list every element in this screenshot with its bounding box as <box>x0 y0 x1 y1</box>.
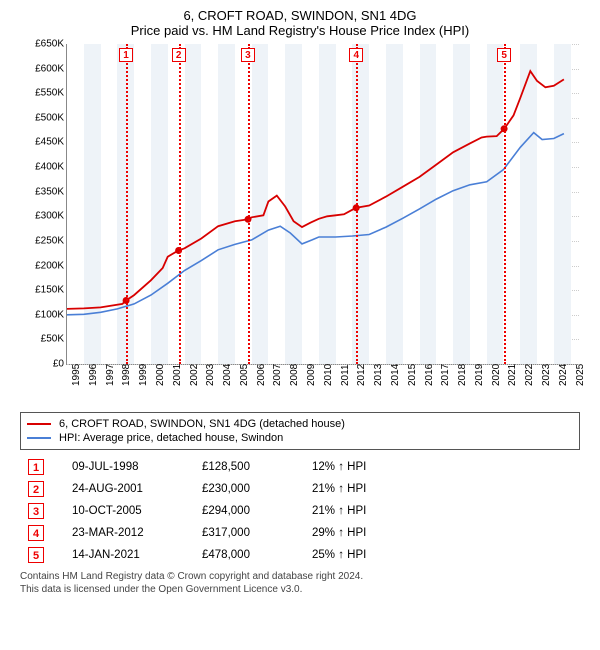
sales-row: 1 09-JUL-1998£128,50012% ↑ HPI <box>20 456 580 478</box>
y-tick-label: £350K <box>35 186 64 197</box>
x-tick-label: 1995 <box>71 364 82 386</box>
y-tick-label: £0 <box>53 359 64 370</box>
sales-row-date: 24-AUG-2001 <box>72 483 202 495</box>
sales-row-date: 14-JAN-2021 <box>72 549 202 561</box>
chart-lines-svg <box>67 44 579 364</box>
x-tick-label: 1999 <box>138 364 149 386</box>
x-tick-label: 2016 <box>424 364 435 386</box>
sale-marker-line <box>126 44 128 364</box>
footer-line1: Contains HM Land Registry data © Crown c… <box>20 570 580 583</box>
sales-row-date: 10-OCT-2005 <box>72 505 202 517</box>
x-tick-label: 2024 <box>558 364 569 386</box>
x-tick-label: 2006 <box>256 364 267 386</box>
y-tick-label: £500K <box>35 112 64 123</box>
legend-swatch-subject <box>27 423 51 425</box>
sale-marker-box: 5 <box>497 48 511 62</box>
legend-label-hpi: HPI: Average price, detached house, Swin… <box>59 432 283 444</box>
x-tick-label: 2002 <box>189 364 200 386</box>
sale-marker-line <box>504 44 506 364</box>
sales-row-marker: 3 <box>28 503 44 519</box>
sale-marker-box: 2 <box>172 48 186 62</box>
sales-row: 5 14-JAN-2021£478,00025% ↑ HPI <box>20 544 580 566</box>
x-tick-label: 2007 <box>272 364 283 386</box>
x-tick-label: 2001 <box>172 364 183 386</box>
x-tick-label: 2009 <box>306 364 317 386</box>
y-tick-label: £250K <box>35 235 64 246</box>
x-tick-label: 2021 <box>507 364 518 386</box>
x-tick-label: 2004 <box>222 364 233 386</box>
sale-marker-line <box>179 44 181 364</box>
x-tick-label: 2023 <box>541 364 552 386</box>
sales-row-date: 23-MAR-2012 <box>72 527 202 539</box>
y-tick-label: £450K <box>35 137 64 148</box>
y-tick-label: £400K <box>35 162 64 173</box>
sales-row-marker: 2 <box>28 481 44 497</box>
legend-row-subject: 6, CROFT ROAD, SWINDON, SN1 4DG (detache… <box>27 417 573 431</box>
y-tick-label: £150K <box>35 285 64 296</box>
sales-row-pct: 25% ↑ HPI <box>312 549 366 561</box>
sales-row-price: £294,000 <box>202 505 312 517</box>
sales-row-date: 09-JUL-1998 <box>72 461 202 473</box>
x-tick-label: 2003 <box>205 364 216 386</box>
x-tick-label: 1997 <box>105 364 116 386</box>
legend-label-subject: 6, CROFT ROAD, SWINDON, SN1 4DG (detache… <box>59 418 345 430</box>
x-tick-label: 2017 <box>440 364 451 386</box>
series-line <box>67 71 564 309</box>
sales-row-marker: 5 <box>28 547 44 563</box>
sales-row-price: £478,000 <box>202 549 312 561</box>
y-tick-label: £100K <box>35 309 64 320</box>
plot-area: 1 2 3 4 5 <box>66 44 579 365</box>
page-title-line2: Price paid vs. HM Land Registry's House … <box>8 23 592 38</box>
sales-row-pct: 29% ↑ HPI <box>312 527 366 539</box>
page-title-line1: 6, CROFT ROAD, SWINDON, SN1 4DG <box>8 8 592 23</box>
x-tick-label: 2019 <box>474 364 485 386</box>
chart-legend: 6, CROFT ROAD, SWINDON, SN1 4DG (detache… <box>20 412 580 450</box>
x-tick-label: 2012 <box>356 364 367 386</box>
y-tick-label: £650K <box>35 39 64 50</box>
x-tick-label: 2020 <box>491 364 502 386</box>
sale-marker-box: 1 <box>119 48 133 62</box>
x-tick-label: 2011 <box>340 364 351 386</box>
sales-row-pct: 21% ↑ HPI <box>312 483 366 495</box>
sales-row-pct: 21% ↑ HPI <box>312 505 366 517</box>
y-tick-label: £300K <box>35 211 64 222</box>
sales-row-price: £317,000 <box>202 527 312 539</box>
x-axis: 1995 1996 1997 1998 1999 2000 2001 2002 2003 2004… <box>66 364 578 404</box>
x-tick-label: 2015 <box>407 364 418 386</box>
sale-marker-line <box>356 44 358 364</box>
y-tick-label: £550K <box>35 88 64 99</box>
x-tick-label: 2018 <box>457 364 468 386</box>
x-tick-label: 1998 <box>121 364 132 386</box>
sale-marker-box: 4 <box>349 48 363 62</box>
sales-row: 2 24-AUG-2001£230,00021% ↑ HPI <box>20 478 580 500</box>
sale-marker-line <box>248 44 250 364</box>
x-tick-label: 2013 <box>373 364 384 386</box>
y-tick-label: £200K <box>35 260 64 271</box>
x-tick-label: 2008 <box>289 364 300 386</box>
x-tick-label: 1996 <box>88 364 99 386</box>
sales-row-price: £128,500 <box>202 461 312 473</box>
sales-table: 1 09-JUL-1998£128,50012% ↑ HPI 2 24-AUG-200… <box>20 456 580 566</box>
sales-row-pct: 12% ↑ HPI <box>312 461 366 473</box>
x-tick-label: 2025 <box>575 364 586 386</box>
y-axis: £0£50K£100K£150K£200K£250K£300K£350K£400… <box>20 44 66 364</box>
x-tick-label: 2014 <box>390 364 401 386</box>
x-tick-label: 2005 <box>239 364 250 386</box>
sales-row: 3 10-OCT-2005£294,00021% ↑ HPI <box>20 500 580 522</box>
y-tick-label: £50K <box>41 334 64 345</box>
sales-row-marker: 1 <box>28 459 44 475</box>
x-tick-label: 2010 <box>323 364 334 386</box>
x-tick-label: 2022 <box>524 364 535 386</box>
y-tick-label: £600K <box>35 63 64 74</box>
x-tick-label: 2000 <box>155 364 166 386</box>
sales-row: 4 23-MAR-2012£317,00029% ↑ HPI <box>20 522 580 544</box>
legend-swatch-hpi <box>27 437 51 439</box>
legend-row-hpi: HPI: Average price, detached house, Swin… <box>27 431 573 445</box>
footer: Contains HM Land Registry data © Crown c… <box>20 570 580 596</box>
footer-line2: This data is licensed under the Open Gov… <box>20 583 580 596</box>
sale-marker-box: 3 <box>241 48 255 62</box>
sales-row-price: £230,000 <box>202 483 312 495</box>
sales-row-marker: 4 <box>28 525 44 541</box>
price-chart: £0 £50K £100K £150K £200K £250K £300K £350K £400… <box>20 44 580 404</box>
